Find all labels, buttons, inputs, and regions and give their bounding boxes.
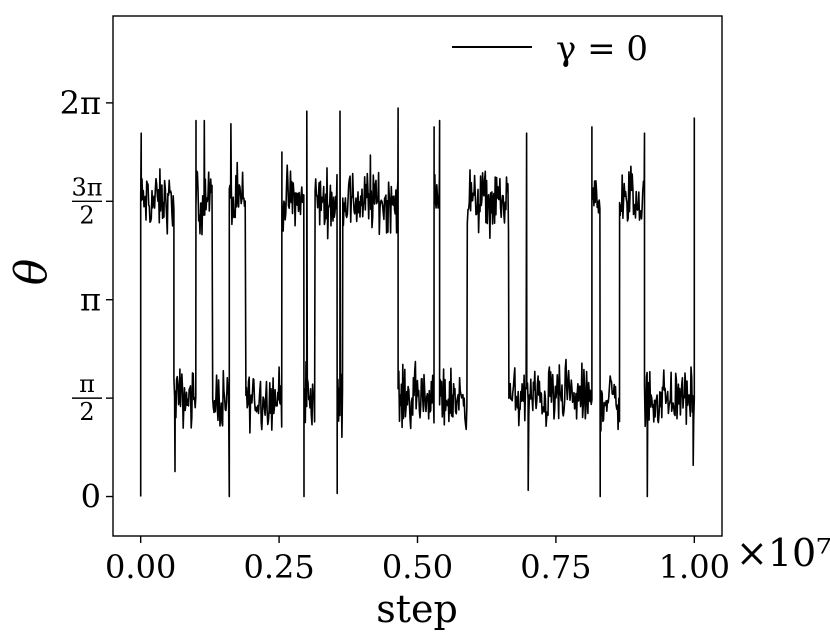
x-tick-label-1: 0.25: [243, 548, 314, 586]
y-axis-label: θ: [6, 259, 57, 286]
y-tick-label-1: π2: [72, 370, 102, 426]
x-multiplier: ×10⁷: [736, 531, 830, 575]
x-axis-label: step: [376, 587, 458, 631]
y-tick-denominator-3: 2: [79, 201, 94, 229]
y-tick-label-0: 0: [81, 478, 101, 516]
y-tick-numerator-1: π: [79, 370, 95, 398]
plot-frame: [112, 15, 723, 537]
y-tick-denominator-1: 2: [79, 398, 94, 426]
legend-label: γ = 0: [556, 29, 648, 69]
x-tick-label-0: 0.00: [105, 548, 176, 586]
y-tick-numerator-3: 3π: [71, 173, 102, 201]
y-tick-label-3: 3π2: [71, 173, 102, 229]
x-axis: 0.00 0.25 0.50 0.75 1.00: [105, 536, 730, 586]
x-tick-label-4: 1.00: [659, 548, 730, 586]
y-tick-label-2: π: [80, 281, 101, 319]
x-tick-label-2: 0.50: [382, 548, 453, 586]
x-tick-label-3: 0.75: [520, 548, 591, 586]
y-tick-label-4: 2π: [60, 84, 101, 122]
legend: γ = 0: [452, 29, 648, 69]
series-line-gamma-0: [139, 107, 696, 498]
